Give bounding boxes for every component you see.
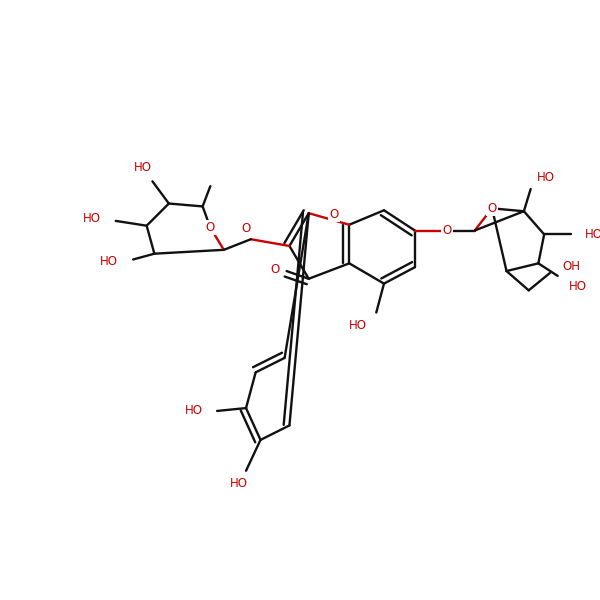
Text: HO: HO <box>584 228 600 241</box>
Text: HO: HO <box>134 161 152 175</box>
Text: O: O <box>271 263 280 275</box>
Text: HO: HO <box>230 477 248 490</box>
Text: HO: HO <box>100 255 118 268</box>
Text: HO: HO <box>185 404 203 418</box>
Text: HO: HO <box>83 212 101 226</box>
Text: HO: HO <box>569 280 587 293</box>
Text: O: O <box>442 224 451 237</box>
Text: O: O <box>487 202 497 215</box>
Text: O: O <box>241 222 251 235</box>
Text: O: O <box>329 208 338 221</box>
Text: O: O <box>206 221 215 234</box>
Text: HO: HO <box>536 171 554 184</box>
Text: OH: OH <box>562 260 580 273</box>
Text: HO: HO <box>349 319 367 332</box>
